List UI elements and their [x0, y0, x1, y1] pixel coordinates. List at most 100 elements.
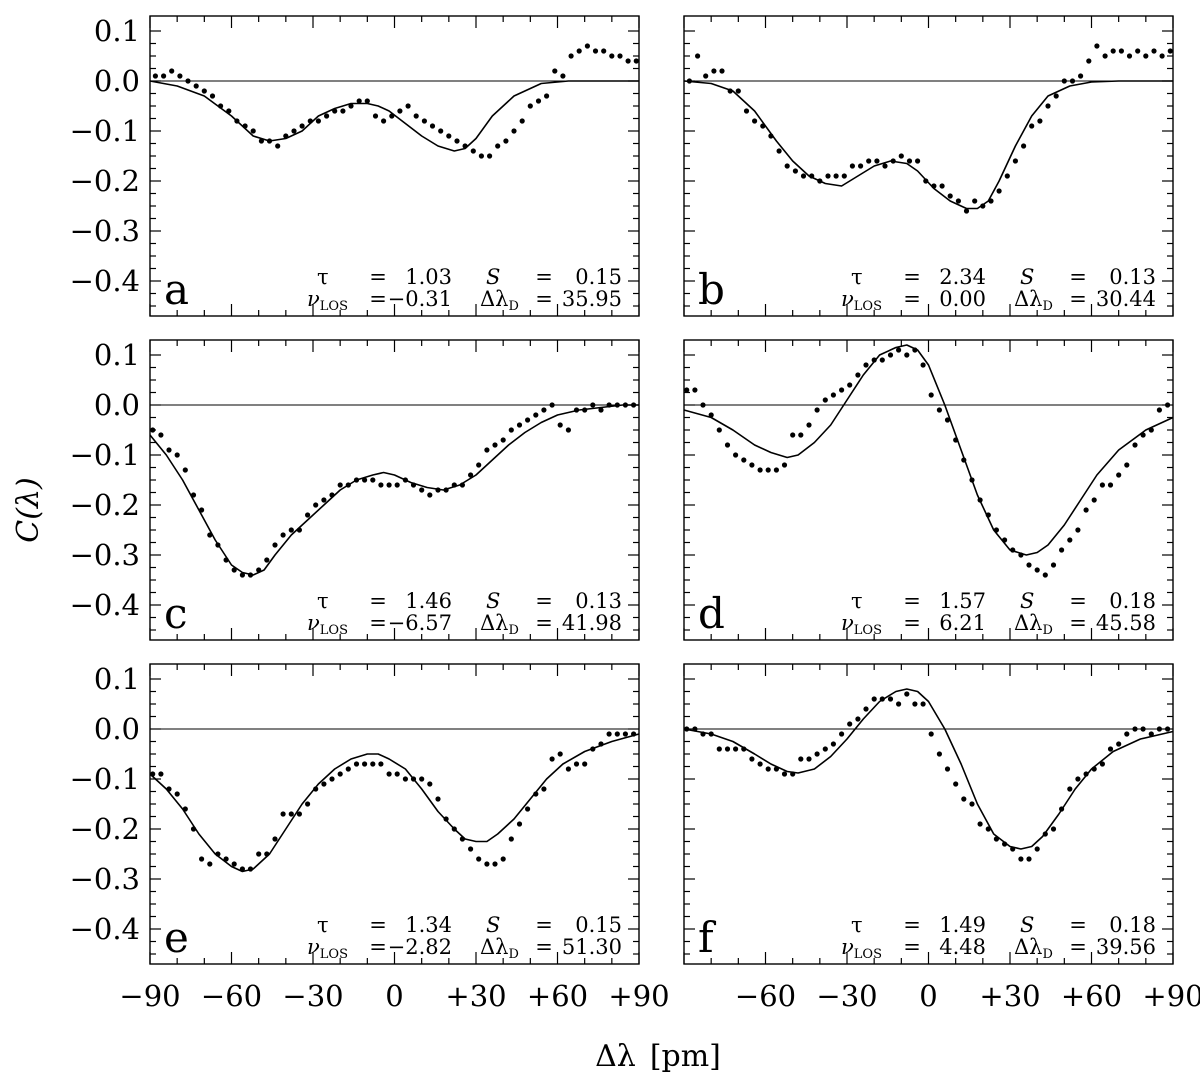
panel-a-data-point	[511, 128, 517, 134]
param-vlos-value: 4.48	[939, 935, 986, 959]
param-vlos-value: −2.82	[388, 935, 452, 959]
param-s-symbol: S	[486, 265, 500, 289]
x-tick-label: 0	[385, 979, 403, 1013]
panel-c-data-point	[386, 482, 392, 488]
panel-f-data-point	[896, 701, 902, 707]
panel-e-data-point	[272, 836, 278, 842]
y-tick-labels: 0.1 0.0 −0.1 −0.2 −0.3 −0.4 0.1 0.0 −0.1 −0.2 −0.3…	[70, 14, 140, 946]
panel-d-data-point	[773, 467, 780, 473]
panel-b-label: b	[698, 265, 725, 314]
panel-b-data-point	[743, 108, 750, 114]
panel-b-data-point	[963, 208, 970, 214]
param-dlambda-subscript: D	[1042, 623, 1052, 638]
panel-a-data-point	[193, 83, 199, 89]
panel-e-data-point	[476, 856, 482, 862]
panel-d-data-point	[1116, 472, 1122, 478]
panel-d-data-point	[814, 407, 820, 413]
panel-d-data-point	[765, 467, 771, 473]
param-dlambda-value: 51.30	[562, 935, 622, 959]
panel-d-data-point	[1042, 572, 1048, 578]
panel-e-data-point	[614, 731, 620, 737]
panel-a-data-point	[625, 58, 631, 64]
panel-a-data-point	[478, 153, 484, 159]
panel-b-data-point	[874, 158, 880, 164]
x-tick-label: +90	[1142, 979, 1200, 1013]
panel-b-data-point	[1069, 78, 1076, 84]
param-tau-value: 1.03	[405, 265, 452, 289]
panel-a-data-point	[617, 53, 623, 59]
param-equals: =	[535, 611, 553, 635]
param-vlos-value: −6.57	[388, 611, 452, 635]
panel-a-data-point	[438, 128, 444, 134]
param-vlos-subscript: LOS	[320, 947, 348, 962]
panel-a-data-point	[201, 88, 207, 94]
panel-a-data-point	[209, 93, 216, 99]
y-tick-label: −0.2	[70, 164, 140, 198]
panel-d-data-point	[684, 387, 690, 393]
panel-b-data-point	[939, 183, 945, 189]
panel-d-data-point	[1091, 497, 1097, 503]
panel-e-data-point	[435, 796, 441, 802]
panel-b-data-point	[703, 73, 709, 79]
panel-b-data-point	[1118, 48, 1124, 54]
panel-f-data-point	[961, 796, 967, 802]
panel-f-data-point	[887, 696, 894, 702]
panel-a-data-point	[364, 98, 370, 104]
panel-c-data-point	[541, 407, 547, 413]
panel-f-data-point	[798, 756, 804, 762]
x-tick-label: 0	[919, 979, 937, 1013]
panel-f-data-point	[1156, 726, 1162, 732]
panel-b-data-point	[711, 68, 717, 74]
panel-a-data-point	[535, 98, 542, 104]
panel-a-data-point	[291, 128, 297, 134]
param-vlos-subscript: LOS	[854, 299, 882, 314]
panel-e-data-point	[362, 761, 368, 767]
panel-c-frame	[149, 339, 640, 641]
param-s-value: 0.13	[1109, 265, 1156, 289]
param-dlambda-subscript: D	[1042, 299, 1052, 314]
panel-a-data-point	[161, 73, 167, 79]
panel-c-fit-line	[149, 404, 639, 576]
panel-b-data-point	[849, 163, 856, 169]
panel-a-data-point	[169, 68, 175, 74]
panel-e-data-point	[223, 856, 229, 862]
y-tick-label: −0.3	[70, 214, 140, 248]
param-vlos-symbol: νLOS	[307, 935, 348, 962]
param-equals: =	[369, 287, 387, 311]
param-s-symbol: S	[486, 589, 500, 613]
y-tick-label: −0.4	[70, 912, 140, 946]
panel-d-data-point	[724, 442, 731, 448]
panel-a-data-point	[495, 143, 501, 149]
param-dlambda-subscript: D	[508, 947, 518, 962]
panel-c-data-point	[182, 467, 188, 473]
panel-b-data-point	[898, 153, 904, 159]
panel-e-data-point	[484, 861, 490, 867]
panel-e-data-point	[386, 771, 392, 777]
panel-b-data-point	[735, 88, 741, 94]
y-tick-label: −0.3	[70, 538, 140, 572]
panel-d: d τ = 1.57 S = 0.18 νLOS = 6.21 ΔλD = 45.58	[683, 339, 1174, 641]
param-equals: =	[903, 913, 921, 937]
param-vlos-symbol: νLOS	[307, 611, 348, 638]
param-vlos-subscript: LOS	[320, 299, 348, 314]
panel-d-data-point	[904, 352, 910, 358]
panel-d-data-point	[749, 462, 755, 468]
panel-f-data-point	[969, 801, 975, 807]
param-vlos-subscript: LOS	[854, 623, 882, 638]
panel-e-data-point	[573, 761, 580, 767]
y-tick-label: −0.4	[70, 264, 140, 298]
panel-b-data-point	[1086, 58, 1092, 64]
panel-e-data-point	[402, 776, 408, 782]
panel-e-label: e	[164, 913, 189, 962]
panel-e-data-point	[378, 761, 384, 767]
param-equals: =	[369, 935, 387, 959]
panel-d-data-point	[733, 452, 739, 458]
panel-d-data-point	[1099, 482, 1105, 488]
y-tick-label: 0.0	[94, 64, 140, 98]
panel-f-data-point	[781, 771, 788, 777]
panel-a-data-point	[454, 138, 460, 144]
panel-d-data-point	[944, 417, 951, 423]
panel-d-data-point	[692, 387, 698, 393]
panel-d-data-point	[1075, 527, 1081, 533]
